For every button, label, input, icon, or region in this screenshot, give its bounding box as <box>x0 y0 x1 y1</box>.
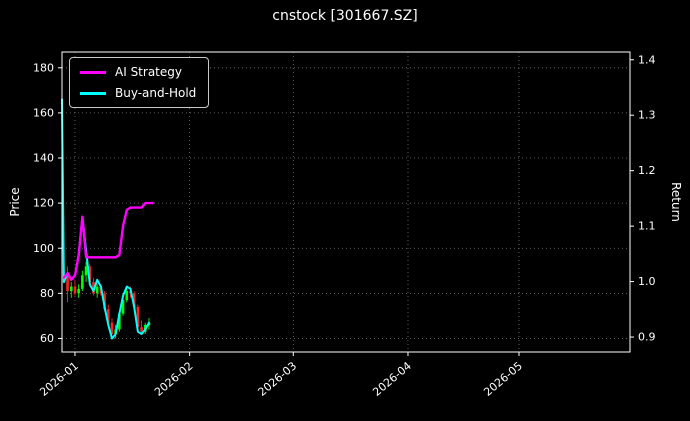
candle-body-down <box>73 286 77 294</box>
x-axis-ticks: 2026-01 2026-02 2026-03 2026-04 2026-05 <box>37 352 525 399</box>
ai-strategy-line <box>62 201 154 281</box>
legend-label-ai-strategy: AI Strategy <box>115 65 182 79</box>
candle-body-up <box>81 275 84 289</box>
svg-text:2026-05: 2026-05 <box>481 359 525 399</box>
candle-body-down <box>92 282 95 294</box>
svg-text:2026-02: 2026-02 <box>152 359 196 399</box>
legend-item-buy-and-hold: Buy-and-Hold <box>80 86 196 100</box>
svg-text:140: 140 <box>33 152 54 165</box>
svg-text:1.1: 1.1 <box>638 220 656 233</box>
svg-text:120: 120 <box>33 197 54 210</box>
svg-text:1.4: 1.4 <box>638 53 656 66</box>
candle-body-up <box>125 291 129 301</box>
candle-body-up <box>121 300 125 314</box>
chart-title: cnstock [301667.SZ] <box>272 8 418 24</box>
candle-body-up <box>77 288 80 294</box>
candle-body-down <box>88 266 92 283</box>
svg-text:180: 180 <box>33 61 54 74</box>
candle-body-down <box>66 275 69 292</box>
price-axis-ticks: 60 80 100 120 140 160 180 <box>33 61 62 345</box>
candle-body-down <box>136 306 140 328</box>
candle-body-down <box>132 293 136 307</box>
ai-strategy-line-swatch <box>80 70 106 74</box>
candle-body-up <box>69 286 73 292</box>
svg-text:160: 160 <box>33 106 54 119</box>
svg-text:100: 100 <box>33 242 54 255</box>
svg-text:1.0: 1.0 <box>638 275 656 288</box>
candle-body-down <box>110 322 114 334</box>
candle-body-down <box>106 309 110 323</box>
buy-and-hold-line-swatch <box>80 91 106 95</box>
plot-frame <box>61 51 631 353</box>
candle-body-up <box>118 313 121 330</box>
legend-item-ai-strategy: AI Strategy <box>80 65 196 79</box>
grid-lines <box>62 52 630 352</box>
svg-text:80: 80 <box>40 287 54 300</box>
candle-body-up <box>95 286 99 294</box>
price-axis-label: Price <box>8 187 22 217</box>
svg-text:1.3: 1.3 <box>638 109 656 122</box>
return-axis-ticks: 0.9 1.0 1.1 1.2 1.3 1.4 <box>630 53 656 344</box>
candle-body-up <box>84 266 88 276</box>
svg-text:2026-01: 2026-01 <box>37 359 81 399</box>
svg-text:2026-04: 2026-04 <box>370 359 414 399</box>
legend-label-buy-and-hold: Buy-and-Hold <box>115 86 197 100</box>
svg-text:2026-03: 2026-03 <box>256 359 300 399</box>
svg-text:1.2: 1.2 <box>638 164 656 177</box>
svg-text:60: 60 <box>40 332 54 345</box>
candle-body-down <box>140 327 143 332</box>
return-axis-label: Return <box>669 182 683 222</box>
legend: AI Strategy Buy-and-Hold <box>69 57 210 108</box>
svg-text:0.9: 0.9 <box>638 331 656 344</box>
